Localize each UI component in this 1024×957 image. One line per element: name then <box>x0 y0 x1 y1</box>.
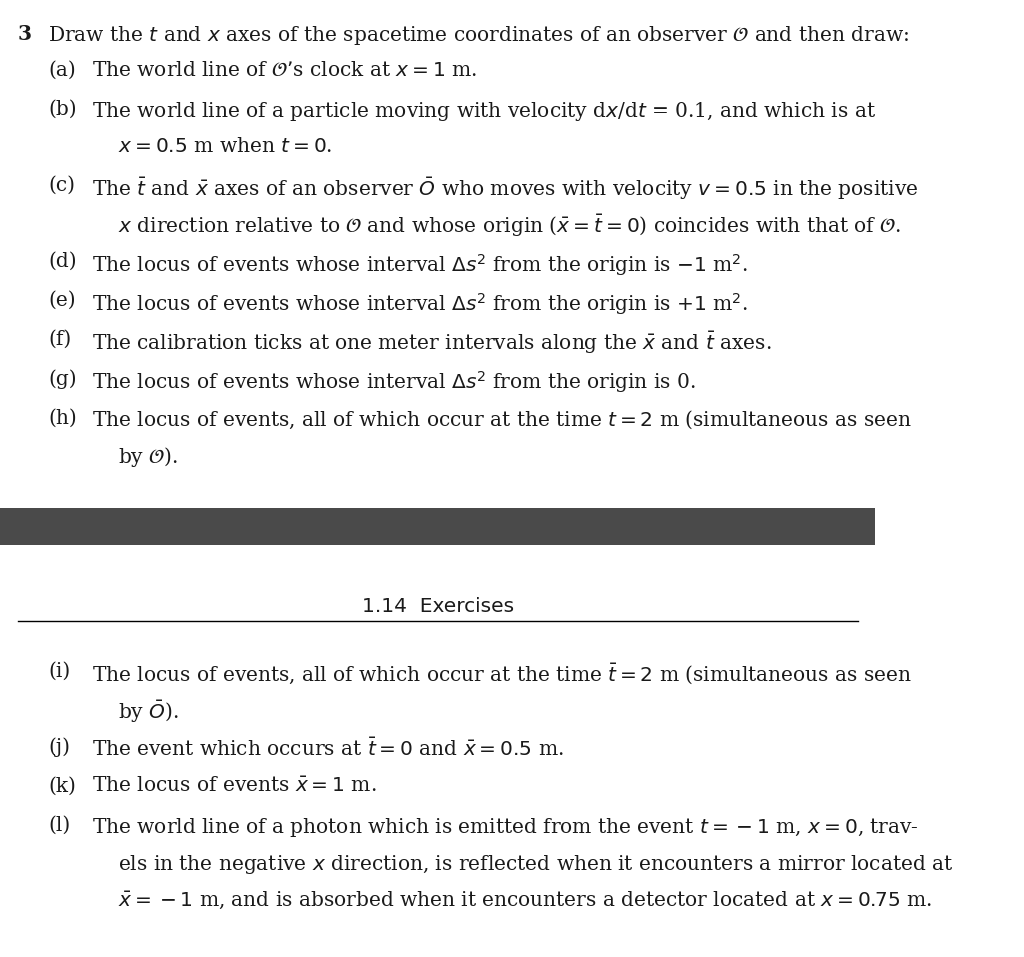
Text: (j): (j) <box>48 738 70 758</box>
Text: The $\bar{t}$ and $\bar{x}$ axes of an observer $\bar{O}$ who moves with velocit: The $\bar{t}$ and $\bar{x}$ axes of an o… <box>92 176 919 202</box>
Text: Draw the $t$ and $x$ axes of the spacetime coordinates of an observer $\mathcal{: Draw the $t$ and $x$ axes of the spaceti… <box>48 24 909 47</box>
Text: (h): (h) <box>48 409 77 428</box>
Text: The world line of a particle moving with velocity d$x$/d$t$ = 0.1, and which is : The world line of a particle moving with… <box>92 100 876 122</box>
Bar <box>0 508 876 545</box>
Text: (g): (g) <box>48 369 77 389</box>
Text: The world line of $\mathcal{O}$’s clock at $x = 1$ m.: The world line of $\mathcal{O}$’s clock … <box>92 60 477 79</box>
Text: (e): (e) <box>48 291 76 310</box>
Text: (k): (k) <box>48 777 76 796</box>
Text: The locus of events whose interval $\Delta s^2$ from the origin is 0.: The locus of events whose interval $\Del… <box>92 369 695 395</box>
Text: 1.14  Exercises: 1.14 Exercises <box>361 597 514 616</box>
Text: The locus of events whose interval $\Delta s^2$ from the origin is $+1$ m$^2$.: The locus of events whose interval $\Del… <box>92 291 748 317</box>
Text: The calibration ticks at one meter intervals along the $\bar{x}$ and $\bar{t}$ a: The calibration ticks at one meter inter… <box>92 330 771 356</box>
Text: The locus of events, all of which occur at the time $\bar{t} = 2$ m (simultaneou: The locus of events, all of which occur … <box>92 662 911 686</box>
Text: by $\mathcal{O}$).: by $\mathcal{O}$). <box>118 445 178 469</box>
Text: The world line of a photon which is emitted from the event $t = -1$ m, $x = 0$, : The world line of a photon which is emit… <box>92 816 919 839</box>
Text: (l): (l) <box>48 816 71 835</box>
Text: els in the negative $x$ direction, is reflected when it encounters a mirror loca: els in the negative $x$ direction, is re… <box>118 853 953 876</box>
Text: (a): (a) <box>48 60 76 79</box>
Text: (i): (i) <box>48 662 71 680</box>
Text: by $\bar{O}$).: by $\bar{O}$). <box>118 699 179 724</box>
Text: The locus of events $\bar{x} = 1$ m.: The locus of events $\bar{x} = 1$ m. <box>92 777 377 796</box>
Text: 3: 3 <box>17 24 32 44</box>
Text: The locus of events whose interval $\Delta s^2$ from the origin is $-1$ m$^2$.: The locus of events whose interval $\Del… <box>92 252 748 278</box>
Text: $\bar{x} = -1$ m, and is absorbed when it encounters a detector located at $x = : $\bar{x} = -1$ m, and is absorbed when i… <box>118 890 933 911</box>
Text: (f): (f) <box>48 330 72 349</box>
Text: (c): (c) <box>48 176 75 195</box>
Text: (d): (d) <box>48 252 77 271</box>
Text: $x = 0.5$ m when $t = 0$.: $x = 0.5$ m when $t = 0$. <box>118 137 333 156</box>
Text: $x$ direction relative to $\mathcal{O}$ and whose origin ($\bar{x} = \bar{t} = 0: $x$ direction relative to $\mathcal{O}$ … <box>118 212 901 238</box>
Text: The locus of events, all of which occur at the time $t = 2$ m (simultaneous as s: The locus of events, all of which occur … <box>92 409 911 431</box>
Text: (b): (b) <box>48 100 77 119</box>
Text: The event which occurs at $\bar{t} = 0$ and $\bar{x} = 0.5$ m.: The event which occurs at $\bar{t} = 0$ … <box>92 738 563 760</box>
